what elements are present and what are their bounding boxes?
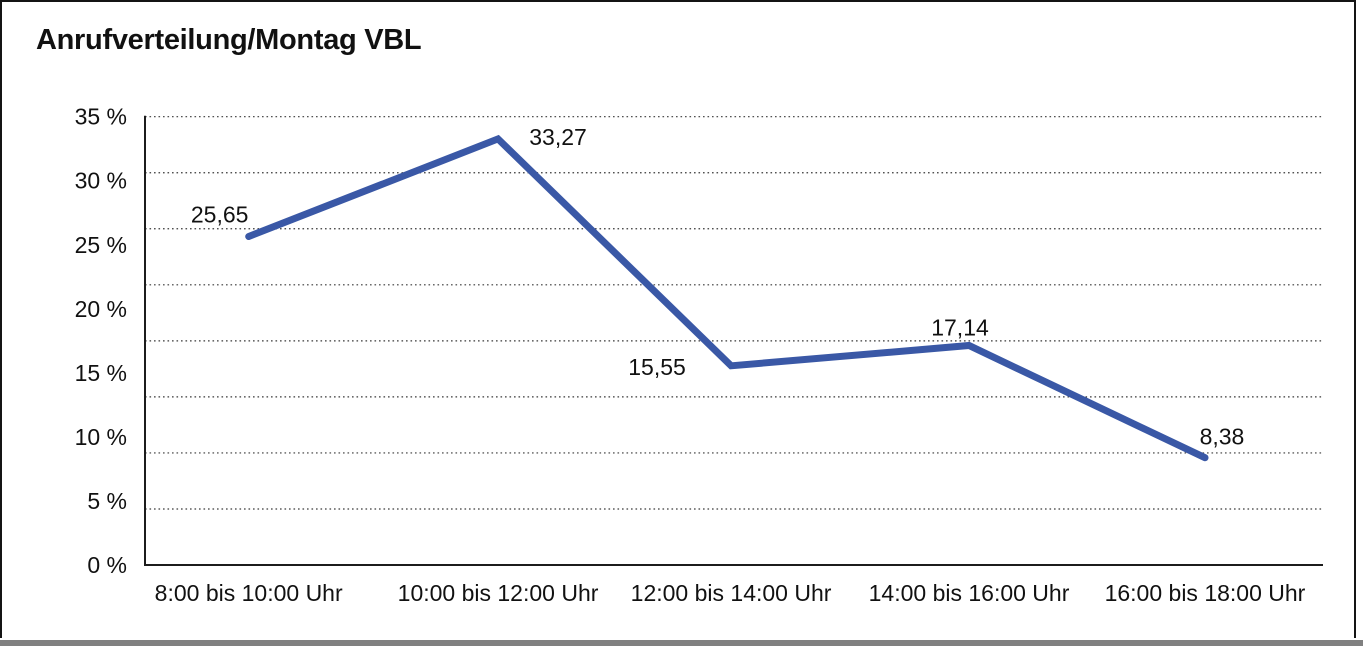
y-tick-label: 5 % [87,488,127,514]
y-tick-label: 25 % [75,232,127,258]
y-tick-label: 15 % [75,360,127,386]
x-tick-label: 12:00 bis 14:00 Uhr [631,580,832,606]
data-label: 33,27 [529,124,587,150]
y-tick-label: 10 % [75,424,127,450]
data-label: 8,38 [1200,424,1245,450]
y-tick-label: 35 % [75,104,127,130]
y-tick-label: 30 % [75,168,127,194]
x-tick-label: 10:00 bis 12:00 Uhr [398,580,599,606]
y-tick-label: 0 % [87,552,127,578]
data-label: 17,14 [931,314,989,340]
chart-title: Anrufverteilung/Montag VBL [36,24,422,56]
data-label: 15,55 [628,354,686,380]
chart-line [245,134,1209,462]
data-label: 25,65 [191,201,249,227]
y-tick-label: 20 % [75,296,127,322]
x-tick-label: 8:00 bis 10:00 Uhr [155,580,343,606]
frame-bottom-shadow [0,640,1363,646]
x-tick-label: 16:00 bis 18:00 Uhr [1105,580,1306,606]
x-tick-label: 14:00 bis 16:00 Uhr [869,580,1070,606]
